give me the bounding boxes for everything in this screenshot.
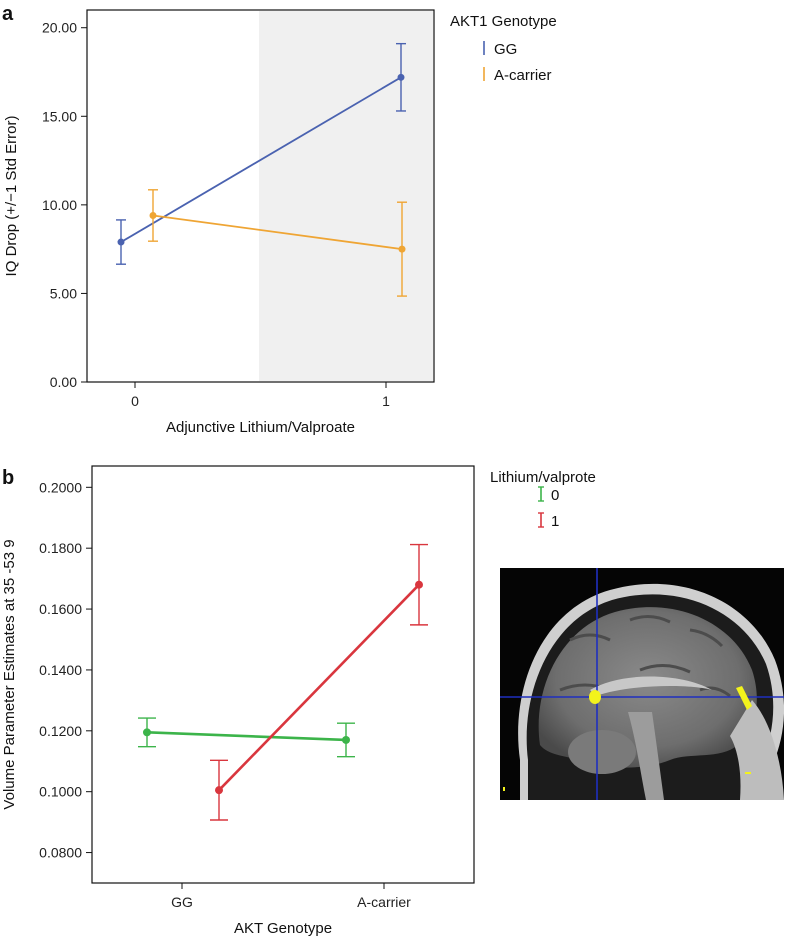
panel-a-x-axis-label: Adjunctive Lithium/Valproate <box>166 419 355 436</box>
b-data-point <box>415 580 423 589</box>
a-series-line-a-carrier <box>152 214 403 251</box>
b-y-tick-label: 0.1600 <box>39 601 82 617</box>
panel-a-shaded-region <box>259 11 433 381</box>
panel-b-letter: b <box>2 467 14 489</box>
panel-a-y-axis-label: IQ Drop (+/−1 Std Error) <box>3 116 20 277</box>
a-data-point <box>149 211 157 219</box>
b-legend-label: 0 <box>551 487 559 504</box>
b-data-point <box>215 786 223 795</box>
b-data-point <box>342 735 350 744</box>
panel-b-chart: b 0.08000.10000.12000.14000.16000.18000.… <box>1 465 596 937</box>
a-data-point <box>397 73 405 81</box>
mri-gyri <box>559 615 731 698</box>
a-x-tick-label: 0 <box>131 393 139 409</box>
b-x-tick-label: A-carrier <box>357 894 411 910</box>
mri-cluster-marker-small <box>745 772 751 774</box>
a-x-tick-label: 1 <box>382 393 390 409</box>
panel-b-series <box>138 543 428 821</box>
mri-cluster-marker <box>589 690 601 704</box>
b-y-tick-label: 0.1400 <box>39 662 82 678</box>
panel-b-plot-frame <box>91 465 475 884</box>
b-series-line-0 <box>146 731 347 742</box>
a-data-point <box>398 245 406 253</box>
panel-a-legend-title: AKT1 Genotype <box>450 13 557 30</box>
a-legend-label: GG <box>494 41 517 58</box>
b-y-tick-label: 0.0800 <box>39 845 82 861</box>
a-y-tick-label: 15.00 <box>42 108 77 124</box>
panel-a-letter: a <box>2 3 14 25</box>
panel-a-chart: a 0.00 5.00 10.00 15.00 20.00 0 1 Adjunctive L… <box>2 3 557 436</box>
mri-brain <box>538 607 757 768</box>
mri-corpus-callosum <box>590 676 712 696</box>
a-legend-label: A-carrier <box>494 67 552 84</box>
b-y-tick-label: 0.1200 <box>39 723 82 739</box>
b-legend-label: 1 <box>551 513 559 530</box>
mri-cluster-marker-frontal <box>736 686 752 710</box>
panel-b-x-axis-label: AKT Genotype <box>234 920 332 937</box>
b-data-point <box>143 728 151 737</box>
mri-brainstem <box>628 712 664 800</box>
a-y-tick-label: 20.00 <box>42 20 77 36</box>
a-data-point <box>117 238 125 246</box>
panel-a-plot-frame <box>86 9 435 383</box>
brain-mri-sagittal-icon <box>500 568 784 800</box>
a-series-line-gg <box>120 76 402 243</box>
b-y-tick-label: 0.1000 <box>39 784 82 800</box>
b-x-tick-label: GG <box>171 894 193 910</box>
b-series-line-1 <box>218 583 420 792</box>
panel-a-series <box>116 42 407 297</box>
panel-b-axis-ticks: 0.0800 0.1000 0.1200 0.1400 0.1600 0.1800 0.20… <box>39 479 411 910</box>
mri-face <box>730 700 784 800</box>
b-y-tick-label: 0.2000 <box>39 479 82 495</box>
mri-cerebellum <box>568 730 636 774</box>
panel-a-axis-ticks: 0.00 5.00 10.00 15.00 20.00 0 1 <box>42 20 390 409</box>
b-y-tick-label: 0.1800 <box>39 540 82 556</box>
a-y-tick-label: 5.00 <box>50 285 77 301</box>
a-y-tick-label: 0.00 <box>50 374 77 390</box>
panel-b-legend: Lithium/valprote 0 1 <box>490 469 596 530</box>
panel-b-y-axis-label: Volume Parameter Estimates at 35 -53 9 <box>1 539 18 809</box>
panel-a-legend: AKT1 Genotype GG A-carrier <box>450 13 557 84</box>
panel-b-legend-title: Lithium/valprote <box>490 469 596 486</box>
mri-cluster-marker-edge <box>503 787 505 791</box>
a-y-tick-label: 10.00 <box>42 197 77 213</box>
